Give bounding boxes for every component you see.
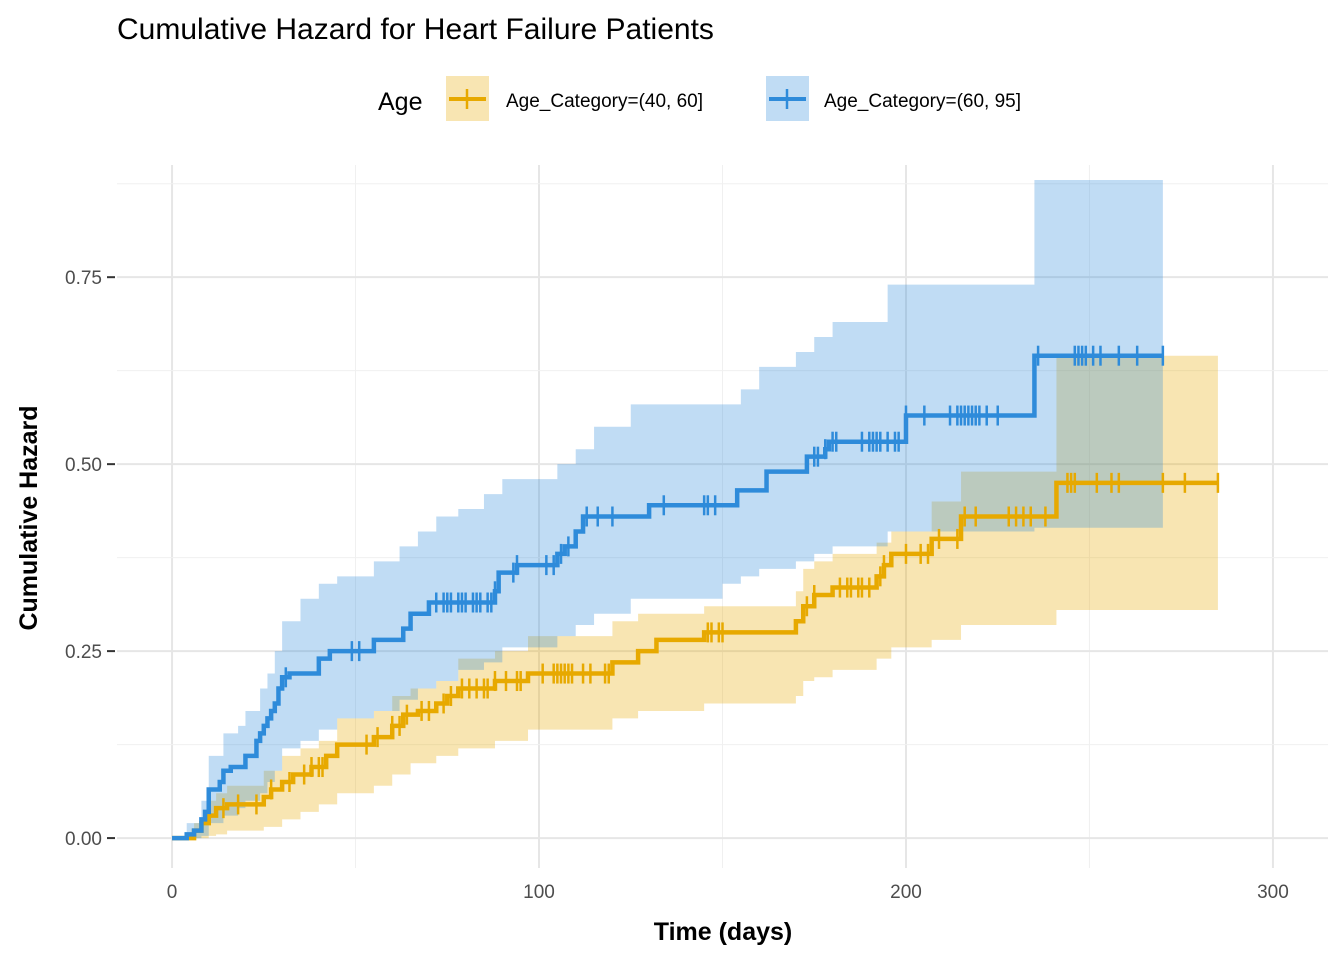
hazard-line-40-60 [172, 480, 1218, 841]
y-tick-label: 0.50 [65, 455, 102, 476]
confidence-bands [172, 179, 1218, 839]
hazard-lines [172, 353, 1218, 841]
legend-entry-40-60: Age_Category=(40, 60] [446, 76, 703, 121]
x-tick-label: 200 [890, 882, 922, 903]
y-axis: 0.00 0.25 0.50 0.75 [65, 268, 115, 850]
legend: Age Age_Category=(40, 60] Age_Category=(… [378, 76, 1021, 121]
chart-title: Cumulative Hazard for Heart Failure Pati… [117, 13, 714, 46]
confidence-band-60-95 [172, 179, 1163, 839]
x-tick-label: 100 [523, 882, 555, 903]
y-tick-label: 0.00 [65, 829, 102, 850]
y-tick-label: 0.25 [65, 642, 102, 663]
x-axis: 0 100 200 300 [167, 882, 1289, 903]
confidence-band-40-60 [172, 355, 1218, 839]
y-tick-label: 0.75 [65, 268, 102, 289]
legend-label-40-60: Age_Category=(40, 60] [506, 91, 703, 112]
legend-label-60-95: Age_Category=(60, 95] [824, 91, 1021, 112]
legend-title: Age [378, 88, 422, 116]
censor-marks [222, 345, 1220, 819]
x-tick-label: 300 [1257, 882, 1289, 903]
hazard-line-60-95 [172, 353, 1163, 841]
legend-entry-60-95: Age_Category=(60, 95] [766, 76, 1021, 121]
y-axis-title: Cumulative Hazard [15, 405, 43, 630]
x-axis-title: Time (days) [654, 918, 792, 946]
x-tick-label: 0 [167, 882, 178, 903]
gridlines [117, 165, 1328, 868]
